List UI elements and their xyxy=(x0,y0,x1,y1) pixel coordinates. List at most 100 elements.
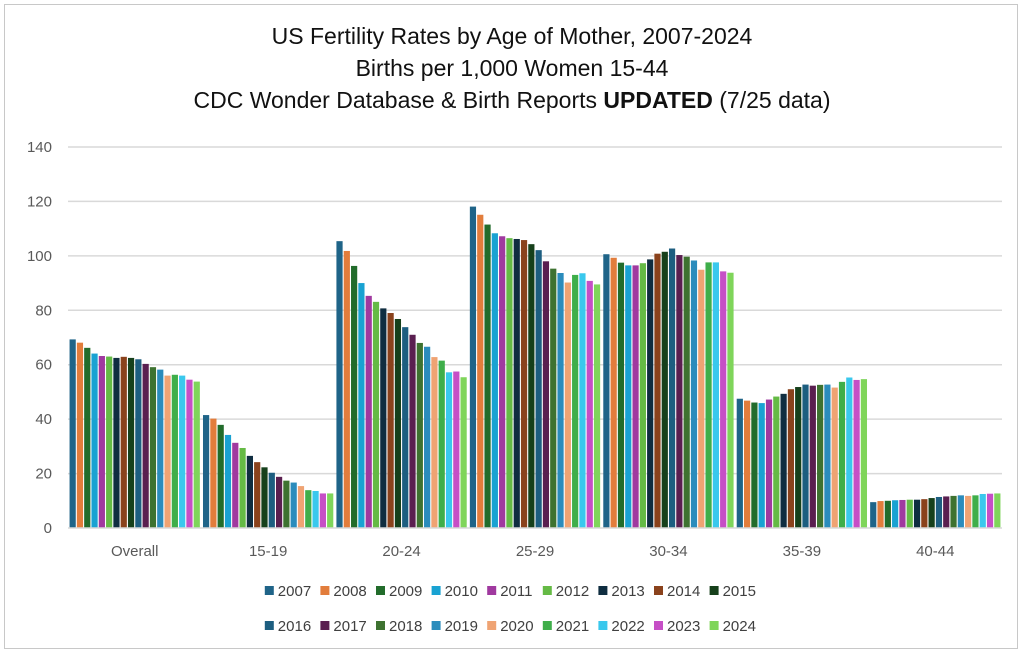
legend-swatch xyxy=(598,621,608,630)
bar xyxy=(520,240,528,528)
legend-label: 2024 xyxy=(723,618,756,635)
bar xyxy=(327,493,334,528)
bar xyxy=(773,396,780,528)
bar xyxy=(593,284,601,528)
legend-item: 2012 xyxy=(542,583,589,600)
x-tick-label: 15-19 xyxy=(249,543,287,560)
bar xyxy=(157,369,164,528)
legend-swatch xyxy=(542,586,552,595)
bar xyxy=(654,253,661,528)
x-tick-label: 25-29 xyxy=(516,543,554,560)
bar xyxy=(765,399,773,528)
bar xyxy=(698,269,705,528)
legend-item: 2015 xyxy=(709,583,756,600)
bar xyxy=(787,389,795,528)
bar xyxy=(445,372,453,528)
legend-swatch xyxy=(598,586,608,595)
bar xyxy=(202,415,210,528)
x-tick-label: Overall xyxy=(111,543,159,560)
bar xyxy=(438,360,445,528)
bar xyxy=(513,238,520,529)
bar xyxy=(647,259,654,528)
bar xyxy=(365,295,372,528)
bar xyxy=(387,313,394,528)
bar xyxy=(817,384,824,528)
bar xyxy=(846,377,853,528)
bar xyxy=(460,377,467,528)
legend-label: 2015 xyxy=(723,583,756,600)
bar xyxy=(275,476,283,528)
bar xyxy=(135,359,142,528)
title-updated-emphasis: UPDATED xyxy=(603,87,713,113)
bar xyxy=(372,301,380,528)
x-tick-label: 20-24 xyxy=(382,543,420,560)
bar xyxy=(506,238,513,529)
y-tick-label: 60 xyxy=(35,357,52,374)
bar xyxy=(899,499,906,528)
bar xyxy=(676,255,683,529)
bar xyxy=(994,493,1001,528)
y-tick-label: 100 xyxy=(27,248,52,265)
bar xyxy=(499,236,506,528)
bar xyxy=(254,462,261,528)
bar xyxy=(416,342,423,528)
bar xyxy=(193,381,200,528)
bar xyxy=(431,357,438,528)
bar xyxy=(625,265,632,528)
bar xyxy=(853,379,860,528)
legend-item: 2008 xyxy=(320,583,367,600)
bar xyxy=(986,493,994,528)
legend-label: 2013 xyxy=(611,583,644,600)
legend-label: 2023 xyxy=(667,618,700,635)
bar xyxy=(477,214,484,528)
legend-item: 2022 xyxy=(598,618,645,635)
legend-swatch xyxy=(431,621,441,630)
bar xyxy=(957,495,964,528)
legend-item: 2011 xyxy=(487,583,532,600)
bar xyxy=(870,502,877,528)
legend-item: 2010 xyxy=(431,583,478,600)
bar xyxy=(965,495,972,528)
legend-item: 2014 xyxy=(654,583,700,600)
legend-label: 2007 xyxy=(278,583,311,600)
legend-label: 2017 xyxy=(333,618,366,635)
x-tick-label: 35-39 xyxy=(783,543,821,560)
legend-label: 2009 xyxy=(389,583,422,600)
bar xyxy=(758,403,765,528)
bar xyxy=(550,268,557,528)
bar xyxy=(838,381,846,528)
bar xyxy=(572,274,579,528)
bar xyxy=(358,283,365,528)
bar xyxy=(906,499,913,528)
legend-item: 2009 xyxy=(376,583,422,600)
bar xyxy=(736,398,743,528)
bar xyxy=(809,385,816,528)
bar xyxy=(579,273,586,528)
bar xyxy=(935,496,943,528)
y-axis-ticks: 0 20 40 60 80 100 120 140 xyxy=(27,139,52,537)
legend-swatch xyxy=(709,586,719,595)
bar xyxy=(239,447,246,528)
legend-swatch xyxy=(264,586,274,595)
bar xyxy=(319,493,326,528)
bar xyxy=(632,265,639,528)
bar xyxy=(491,233,498,528)
bar xyxy=(972,495,979,528)
legend-swatch xyxy=(709,621,719,630)
bar xyxy=(610,257,617,528)
bar xyxy=(268,472,275,528)
bar xyxy=(106,356,113,528)
legend-item: 2013 xyxy=(598,583,645,600)
title-line-3-text: CDC Wonder Database & Birth Reports xyxy=(193,87,604,113)
y-tick-label: 120 xyxy=(27,193,52,210)
x-tick-label: 30-34 xyxy=(649,543,687,560)
bar xyxy=(780,393,787,528)
bar xyxy=(943,496,950,528)
bar xyxy=(720,271,727,528)
legend-label: 2012 xyxy=(556,583,589,600)
legend-swatch xyxy=(376,621,385,630)
bar xyxy=(171,374,178,528)
bar xyxy=(164,375,171,528)
bar xyxy=(113,357,120,528)
